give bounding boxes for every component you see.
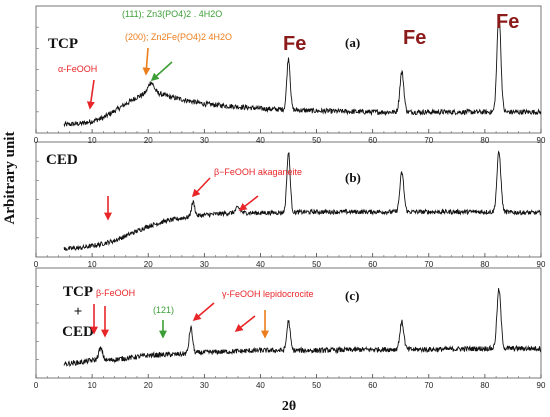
annotation-arrow	[86, 79, 95, 110]
sample-label: TCP	[48, 36, 78, 52]
phase-annotation: γ-FeOOH lepidocrocite	[222, 289, 314, 299]
panel-a: 0 10 20 30 40 50 60 70 80 90 TCP (a) α-FeOOH (200); Z…	[34, 5, 546, 145]
y-axis-label: Arbitrary unit	[2, 132, 18, 225]
x-tick-label: 20	[144, 381, 153, 390]
annotation-arrow	[191, 177, 211, 198]
fe-peak-label: Fe	[283, 33, 306, 55]
x-tick-label: 50	[312, 260, 321, 269]
x-tick-label: 60	[368, 260, 377, 269]
x-tick-label: 10	[88, 260, 97, 269]
annotation-arrow	[234, 315, 256, 332]
x-tick-label: 80	[480, 381, 489, 390]
phase-annotation: (121)	[153, 305, 174, 315]
xrd-series-a	[63, 14, 542, 128]
fe-peak-label: Fe	[403, 27, 426, 49]
x-tick-label: 50	[312, 381, 321, 390]
panel-c: 0 10 20 30 40 50 60 70 80 90 TCP + CED (c) β-FeOOH (121…	[34, 267, 546, 390]
x-tick-label: 70	[424, 381, 433, 390]
panel-frame	[35, 267, 542, 379]
annotation-arrow	[142, 47, 151, 76]
x-tick-label: 80	[480, 260, 489, 269]
phase-annotation: β-FeOOH	[96, 288, 135, 298]
fe-peak-label: Fe	[496, 11, 519, 33]
x-tick-label: 30	[200, 136, 209, 145]
x-tick-label: 30	[200, 381, 209, 390]
annotation-arrow	[150, 61, 173, 82]
x-axis-label: 2θ	[282, 399, 296, 414]
x-tick-label: 60	[368, 136, 377, 145]
x-tick-label: 0	[34, 381, 39, 390]
x-tick-label: 20	[144, 136, 153, 145]
panel-label: (a)	[345, 35, 360, 50]
x-tick-label: 70	[424, 260, 433, 269]
annotation-arrow	[238, 195, 259, 211]
panel-label: (b)	[345, 170, 361, 185]
phase-annotation: β−FeOOH akaganeite	[214, 167, 302, 177]
annotation-arrow	[192, 302, 215, 322]
x-tick-label: 50	[312, 136, 321, 145]
sample-label: CED	[46, 152, 78, 168]
panel-frame	[35, 141, 542, 258]
x-tick-label: 90	[537, 136, 546, 145]
x-tick-label: 60	[368, 381, 377, 390]
x-tick-label: 30	[200, 260, 209, 269]
x-tick-label: 20	[144, 260, 153, 269]
panel-b: 0 10 20 30 40 50 60 70 80 90 CED (b) β−FeOOH akagane…	[34, 141, 546, 269]
x-tick-label: 90	[537, 381, 546, 390]
phase-annotation: (200); Zn2Fe(PO4)2 4H2O	[125, 32, 232, 42]
x-tick-label: 80	[480, 136, 489, 145]
xrd-series-b	[63, 150, 542, 251]
x-tick-label: 10	[88, 381, 97, 390]
x-tick-label: 90	[537, 260, 546, 269]
x-tick-label: 40	[256, 136, 265, 145]
x-tick-label: 10	[88, 136, 97, 145]
x-tick-label: 40	[256, 260, 265, 269]
phase-annotation: α-FeOOH	[58, 64, 97, 74]
x-tick-label: 0	[34, 136, 39, 145]
sample-label: CED	[62, 324, 94, 340]
x-tick-label: 70	[424, 136, 433, 145]
sample-label: +	[74, 304, 83, 320]
x-tick-label: 0	[34, 260, 39, 269]
panel-label: (c)	[345, 288, 359, 303]
phase-annotation: (111); Zn3(PO4)2 . 4H2O	[122, 9, 222, 19]
xrd-series-c	[63, 288, 542, 367]
panels-group: 0 10 20 30 40 50 60 70 80 90 TCP (a) α-FeOOH (200); Z…	[34, 5, 546, 390]
x-tick-label: 40	[256, 381, 265, 390]
sample-label: TCP	[63, 284, 93, 300]
